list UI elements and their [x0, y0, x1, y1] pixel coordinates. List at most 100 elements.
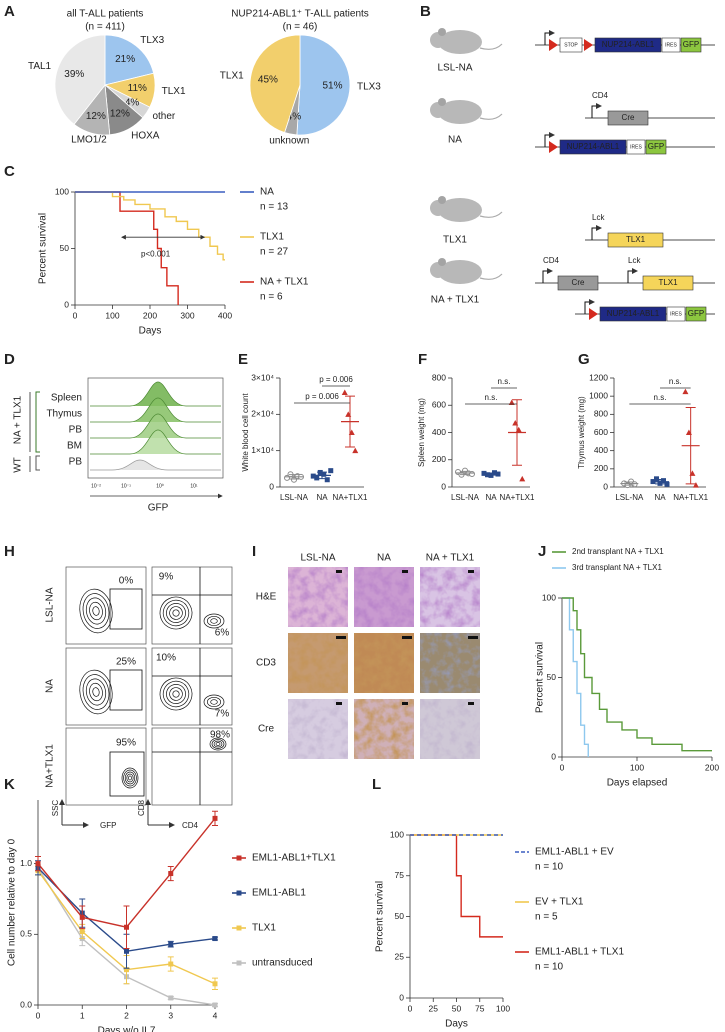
point [79, 928, 85, 934]
legend-label: untransduced [252, 958, 313, 969]
quadrant [152, 567, 232, 644]
contour [92, 687, 100, 697]
point [328, 468, 334, 474]
x-tick-label: 200 [143, 310, 157, 320]
slice-label: HOXA [131, 130, 160, 141]
plot-frame [65, 727, 147, 806]
annotation: p = 0.006 [305, 392, 339, 401]
point [654, 476, 659, 482]
y-tick-label: 50 [547, 672, 557, 682]
tissue-texture [420, 567, 480, 627]
y-tick-label: 200 [432, 454, 446, 464]
y-axis-label: Percent survival [535, 642, 546, 713]
x-tick-label: 0 [408, 1003, 413, 1013]
y-tick-label: 0.5 [20, 929, 32, 939]
column-label: NA [377, 553, 391, 564]
point [469, 471, 475, 478]
promoter-label: Lck [628, 256, 641, 265]
mouse-body [438, 260, 482, 284]
annotation: n.s. [669, 377, 682, 386]
gate [109, 669, 143, 711]
histogram-frame [87, 377, 224, 479]
tissue-texture [354, 699, 414, 759]
sd-bar [289, 474, 299, 480]
y-tick-label: 0 [551, 751, 556, 761]
slice-value-label: 4% [287, 112, 302, 123]
x-axis-label: Days [139, 326, 162, 337]
point [168, 961, 174, 967]
contour [210, 699, 218, 705]
contour [128, 775, 132, 781]
promoter-label: CD4 [543, 256, 560, 265]
legend-n: n = 13 [260, 202, 289, 213]
contour [82, 593, 110, 629]
point [631, 481, 638, 488]
annotation: n.s. [654, 393, 667, 402]
panel-label: H [4, 543, 15, 560]
mouse-ear [438, 196, 446, 204]
x-tick-label: LSL-NA [451, 493, 480, 502]
x-tick-label: NA+TLX1 [333, 493, 368, 502]
loxp [589, 308, 598, 320]
mouse-label: TLX1 [443, 235, 467, 246]
mouse-tail [479, 113, 503, 120]
y-tick-label: 400 [594, 445, 608, 455]
series-line [75, 191, 179, 305]
y-tick-label: 100 [390, 829, 404, 839]
x-axis-label: GFP [148, 503, 169, 514]
scale-bar [402, 636, 412, 639]
plot-frame [151, 566, 233, 645]
sd-bar [512, 399, 522, 466]
pie-slice [249, 34, 301, 134]
mouse-label: NA [448, 135, 462, 146]
gene-box [599, 306, 667, 322]
legend-label: 3rd transplant NA + TLX1 [572, 563, 662, 572]
plot-frame [151, 647, 233, 726]
tissue-texture [288, 633, 348, 693]
gene-label: IRES [665, 42, 677, 48]
contour [166, 684, 186, 704]
gate-value: 25% [116, 657, 136, 668]
slice-label: TLX3 [140, 35, 164, 46]
axis-label: GFP [100, 821, 116, 830]
y-axis-label: Percent survival [375, 881, 386, 952]
group-label: WT [13, 457, 24, 473]
slice-label: unknown [269, 136, 309, 147]
sd-bar [685, 407, 696, 485]
point [168, 941, 174, 947]
gate [109, 588, 143, 630]
x-tick-label: 0 [560, 762, 565, 772]
legend-n: n = 10 [535, 962, 564, 973]
x-tick-label: 10⁻² [91, 483, 101, 489]
gene-box [645, 139, 667, 155]
mouse-tail [479, 43, 503, 50]
scale-bar [336, 570, 342, 573]
gate-value: 95% [116, 738, 136, 749]
y-tick-label: 200 [594, 463, 608, 473]
slice-value-label: 4% [125, 98, 140, 109]
mouse-ear [438, 258, 446, 266]
panel-label: D [4, 351, 15, 368]
sd-bar [345, 395, 355, 448]
sample-label: PB [69, 425, 83, 436]
mouse-ear [438, 28, 446, 36]
x-axis-label: Days [445, 1019, 468, 1030]
point [341, 389, 348, 396]
contour [210, 618, 218, 624]
promoter-arrow [542, 268, 553, 283]
slice-label: TLX1 [162, 86, 186, 97]
slice-label: TAL1 [28, 61, 52, 72]
point [212, 1002, 218, 1008]
x-tick-label: 25 [429, 1003, 439, 1013]
scale-bar [468, 702, 474, 705]
contour [126, 773, 134, 783]
sd-bar [460, 470, 470, 476]
point [35, 861, 41, 867]
y-tick-label: 600 [594, 427, 608, 437]
x-tick-label: 1 [80, 1010, 85, 1020]
quadrant [152, 728, 232, 805]
legend-label: TLX1 [260, 232, 284, 243]
y-tick-label: 0 [603, 481, 608, 491]
x-tick-label: 400 [218, 310, 232, 320]
point [664, 481, 670, 487]
